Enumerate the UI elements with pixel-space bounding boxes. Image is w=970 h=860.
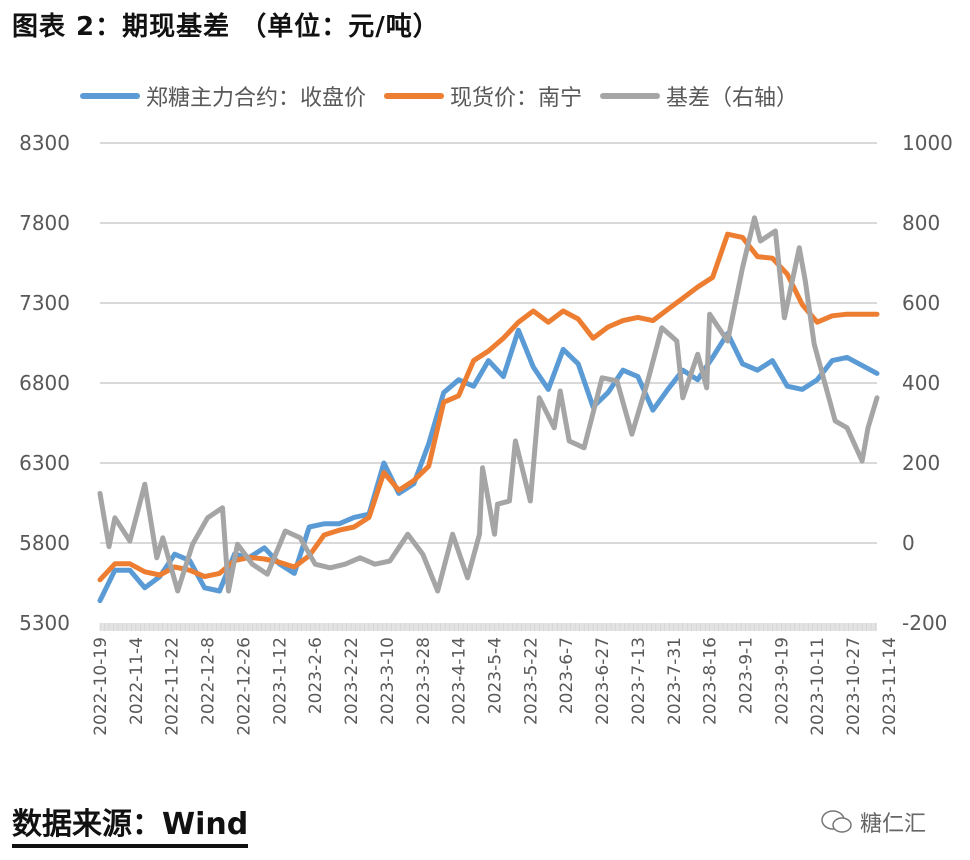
x-tick-label: 2023-9-1 — [737, 637, 757, 714]
x-tick-label: 2023-11-14 — [880, 637, 900, 736]
x-tick-label: 2023-4-14 — [450, 637, 470, 725]
y-right-tick-label: 1000 — [902, 131, 953, 155]
legend-item-spot: 现货价：南宁 — [384, 80, 582, 112]
x-tick-label: 2023-2-6 — [306, 637, 326, 714]
x-tick-label: 2023-3-28 — [414, 637, 434, 725]
x-tick-label: 2023-5-4 — [485, 637, 505, 714]
y-right-tick-label: 400 — [902, 371, 940, 395]
x-tick-label: 2023-8-16 — [701, 637, 721, 725]
x-tick-label: 2023-6-7 — [557, 637, 577, 714]
legend-label: 现货价：南宁 — [450, 86, 583, 111]
y-left-tick-label: 5300 — [19, 611, 70, 635]
x-tick-label: 2023-7-13 — [629, 637, 649, 725]
legend-item-basis: 基差（右轴） — [600, 80, 798, 112]
x-tick-label: 2023-1-12 — [270, 637, 290, 725]
x-tick-label: 2022-10-19 — [91, 637, 111, 736]
x-tick-label: 2023-5-22 — [521, 637, 541, 725]
x-tick-label: 2023-3-10 — [378, 637, 398, 725]
legend-item-futures: 郑糖主力合约：收盘价 — [80, 80, 366, 112]
y-left-tick-label: 7800 — [19, 211, 70, 235]
data-source: 数据来源：Wind — [12, 806, 249, 848]
series-line-1 — [97, 231, 880, 583]
y-right-tick-label: 0 — [902, 531, 915, 555]
x-tick-label: 2022-12-26 — [234, 637, 254, 736]
x-tick-label: 2022-11-4 — [127, 637, 147, 725]
y-left-tick-label: 6800 — [19, 371, 70, 395]
x-tick-label: 2023-7-31 — [665, 637, 685, 725]
series-line-2 — [97, 215, 880, 594]
legend-swatch — [80, 93, 140, 99]
chart-area: 8300 7800 7300 6800 6300 5800 5300 1000 800 600 40… — [19, 131, 953, 736]
series-line-0 — [97, 327, 880, 604]
x-tick-label: 2022-11-22 — [163, 637, 183, 736]
wechat-icon — [821, 810, 852, 833]
legend-swatch — [384, 93, 445, 99]
y-right-tick-label: 800 — [902, 211, 940, 235]
y-right-tick-label: 200 — [902, 451, 940, 475]
legend-swatch — [600, 93, 661, 99]
watermark: 糖仁汇 — [820, 806, 926, 838]
legend-label: 基差（右轴） — [666, 86, 799, 111]
x-tick-label: 2023-10-27 — [844, 637, 864, 736]
y-left-tick-label: 6300 — [19, 451, 70, 475]
legend-label: 郑糖主力合约：收盘价 — [146, 86, 367, 111]
y-left-tick-label: 5800 — [19, 531, 70, 555]
x-tick-label: 2023-10-11 — [808, 637, 828, 736]
y-left-tick-label: 8300 — [19, 131, 70, 155]
chart-title: 图表 2：期现基差 （单位：元/吨） — [12, 12, 440, 42]
x-tick-label: 2023-2-22 — [342, 637, 362, 725]
y-right-tick-label: -200 — [902, 611, 947, 635]
x-axis-band — [100, 623, 877, 631]
x-tick-label: 2023-6-27 — [593, 637, 613, 725]
legend: 郑糖主力合约：收盘价 现货价：南宁 基差（右轴） — [80, 80, 798, 112]
watermark-text: 糖仁汇 — [860, 812, 927, 837]
y-right-tick-label: 600 — [902, 291, 940, 315]
y-left-tick-label: 7300 — [19, 291, 70, 315]
x-tick-label: 2023-9-19 — [772, 637, 792, 725]
x-tick-label: 2022-12-8 — [199, 637, 219, 725]
